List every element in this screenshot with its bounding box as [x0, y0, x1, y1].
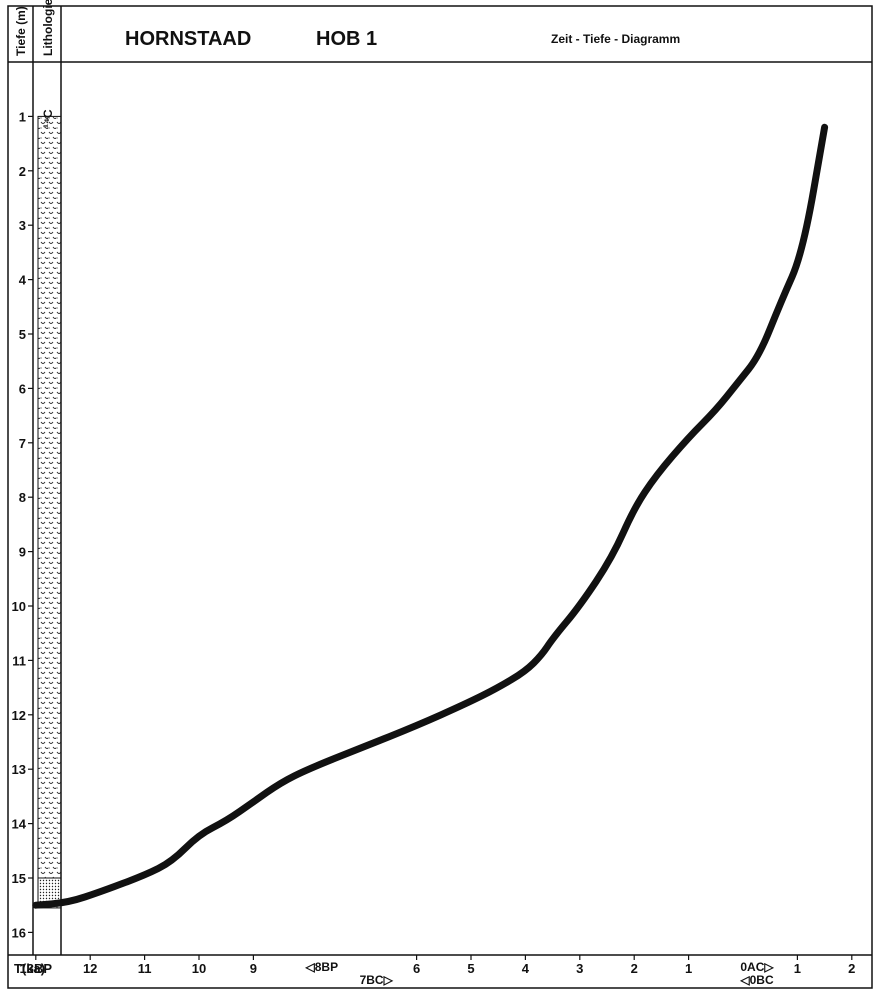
x-tick-label: 1 — [794, 961, 801, 976]
x-tick-label: 2 — [631, 961, 638, 976]
y-tick-label: 8 — [19, 490, 26, 505]
y-tick-label: 15 — [12, 871, 26, 886]
x-tick-label: 13BP — [20, 961, 53, 976]
x-era-marker: 7BC▷ — [360, 973, 394, 987]
y-tick-label: 5 — [19, 327, 26, 342]
lithology-column-header: Lithologie — [41, 0, 55, 56]
series-line — [32, 123, 829, 909]
x-tick-label: 5 — [467, 961, 474, 976]
x-tick-label: 6 — [413, 961, 420, 976]
series-layer — [32, 123, 829, 909]
y-tick-label: 10 — [12, 599, 26, 614]
y-tick-label: 1 — [19, 109, 26, 124]
x-era-marker: 0AC▷ — [740, 960, 774, 974]
x-tick-label: 2 — [848, 961, 855, 976]
y-tick-label: 12 — [12, 708, 26, 723]
x-tick-label: 11 — [138, 961, 152, 976]
x-axis-label: T(ka) — [14, 961, 45, 976]
x-era-marker: ◁8BP — [305, 960, 339, 974]
x-era-marker: ◁0BC — [739, 973, 774, 987]
lithology-unit-chara — [37, 115, 62, 879]
x-tick-label: 9 — [250, 961, 257, 976]
y-tick-label: 2 — [19, 164, 26, 179]
y-tick-label: 4 — [19, 273, 27, 288]
x-tick-label: 3 — [576, 961, 583, 976]
chart-title-core: HOB 1 — [316, 28, 377, 50]
x-tick-label: 12 — [83, 961, 97, 976]
y-tick-label: 13 — [12, 762, 26, 777]
lithology-column — [37, 115, 62, 909]
y-tick-label: 7 — [19, 436, 26, 451]
y-tick-label: 16 — [12, 925, 26, 940]
y-tick-label: 14 — [12, 817, 27, 832]
y-tick-label: 11 — [12, 653, 26, 668]
x-tick-label: 1 — [685, 961, 692, 976]
chart-frame — [7, 5, 873, 989]
y-tick-label: 9 — [19, 545, 26, 560]
depth-column-header: Tiefe (m) — [14, 6, 28, 56]
x-tick-label: 10 — [192, 961, 206, 976]
chart-subtitle: Zeit - Tiefe - Diagramm — [551, 32, 680, 46]
x-tick-label: 4 — [522, 961, 530, 976]
chart-title-location: HORNSTAAD — [125, 28, 251, 50]
y-tick-label: 3 — [19, 218, 26, 233]
y-tick-label: 6 — [19, 381, 26, 396]
